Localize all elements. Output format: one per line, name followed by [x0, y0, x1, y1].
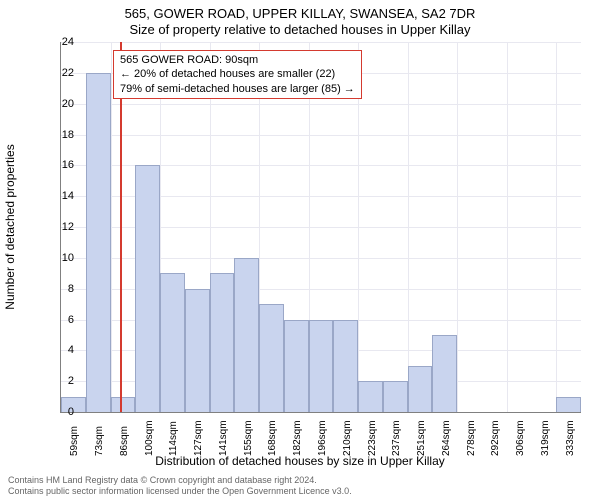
histogram-bar	[309, 320, 334, 413]
histogram-bar	[111, 397, 136, 412]
x-axis-label: Distribution of detached houses by size …	[0, 454, 600, 468]
y-tick-label: 12	[44, 221, 74, 233]
x-tick-label: 306sqm	[515, 420, 526, 456]
x-tick-label: 155sqm	[243, 420, 254, 456]
histogram-bar	[160, 273, 185, 412]
x-tick-label: 100sqm	[144, 420, 155, 456]
x-tick-label: 182sqm	[292, 420, 303, 456]
title-address: 565, GOWER ROAD, UPPER KILLAY, SWANSEA, …	[0, 6, 600, 21]
x-tick-label: 73sqm	[94, 426, 105, 456]
histogram-bar	[210, 273, 235, 412]
grid-line-v	[556, 42, 557, 412]
histogram-bar	[333, 320, 358, 413]
histogram-bar	[556, 397, 581, 412]
y-tick-label: 22	[44, 67, 74, 79]
plot-area: 565 GOWER ROAD: 90sqm← 20% of detached h…	[60, 42, 580, 412]
grid-line-h	[61, 104, 581, 105]
footer-attribution: Contains HM Land Registry data © Crown c…	[8, 475, 352, 497]
annotation-callout: 565 GOWER ROAD: 90sqm← 20% of detached h…	[113, 50, 362, 99]
grid-line-v	[408, 42, 409, 412]
y-tick-label: 10	[44, 252, 74, 264]
grid-line-v	[111, 42, 112, 412]
y-tick-label: 14	[44, 190, 74, 202]
histogram-bar	[259, 304, 284, 412]
grid-line-v	[457, 42, 458, 412]
histogram-bar	[432, 335, 457, 412]
x-tick-label: 264sqm	[441, 420, 452, 456]
x-tick-label: 278sqm	[466, 420, 477, 456]
y-tick-label: 24	[44, 36, 74, 48]
grid-line-h	[61, 42, 581, 43]
histogram-bar	[86, 73, 111, 412]
footer-line1: Contains HM Land Registry data © Crown c…	[8, 475, 352, 486]
y-tick-label: 2	[44, 375, 74, 387]
histogram-bar	[185, 289, 210, 412]
annotation-line: 565 GOWER ROAD: 90sqm	[120, 53, 355, 67]
x-tick-label: 251sqm	[416, 420, 427, 456]
y-tick-label: 4	[44, 344, 74, 356]
y-tick-label: 20	[44, 98, 74, 110]
x-tick-label: 319sqm	[540, 420, 551, 456]
x-tick-label: 292sqm	[490, 420, 501, 456]
y-tick-label: 6	[44, 314, 74, 326]
x-tick-label: 210sqm	[342, 420, 353, 456]
x-tick-label: 333sqm	[565, 420, 576, 456]
histogram-bar	[284, 320, 309, 413]
x-tick-label: 168sqm	[267, 420, 278, 456]
x-tick-label: 114sqm	[168, 421, 179, 456]
annotation-line: 79% of semi-detached houses are larger (…	[120, 82, 355, 96]
histogram-bar	[234, 258, 259, 412]
histogram-bar	[358, 381, 383, 412]
grid-line-h	[61, 135, 581, 136]
y-tick-label: 18	[44, 129, 74, 141]
y-tick-label: 16	[44, 159, 74, 171]
x-tick-label: 237sqm	[391, 420, 402, 456]
x-tick-label: 59sqm	[69, 426, 80, 456]
y-tick-label: 8	[44, 283, 74, 295]
histogram-bar	[135, 165, 160, 412]
x-tick-label: 141sqm	[218, 420, 229, 456]
histogram-bar	[408, 366, 433, 412]
y-axis-label: Number of detached properties	[3, 144, 17, 309]
x-tick-label: 196sqm	[317, 420, 328, 456]
footer-line2: Contains public sector information licen…	[8, 486, 352, 497]
histogram-bar	[383, 381, 408, 412]
annotation-line: ← 20% of detached houses are smaller (22…	[120, 67, 355, 81]
x-tick-label: 127sqm	[193, 420, 204, 456]
grid-line-v	[507, 42, 508, 412]
y-tick-label: 0	[44, 406, 74, 418]
title-subtitle: Size of property relative to detached ho…	[0, 22, 600, 37]
x-tick-label: 86sqm	[119, 426, 130, 456]
x-tick-label: 223sqm	[367, 420, 378, 456]
plot-inner: 565 GOWER ROAD: 90sqm← 20% of detached h…	[60, 42, 581, 413]
